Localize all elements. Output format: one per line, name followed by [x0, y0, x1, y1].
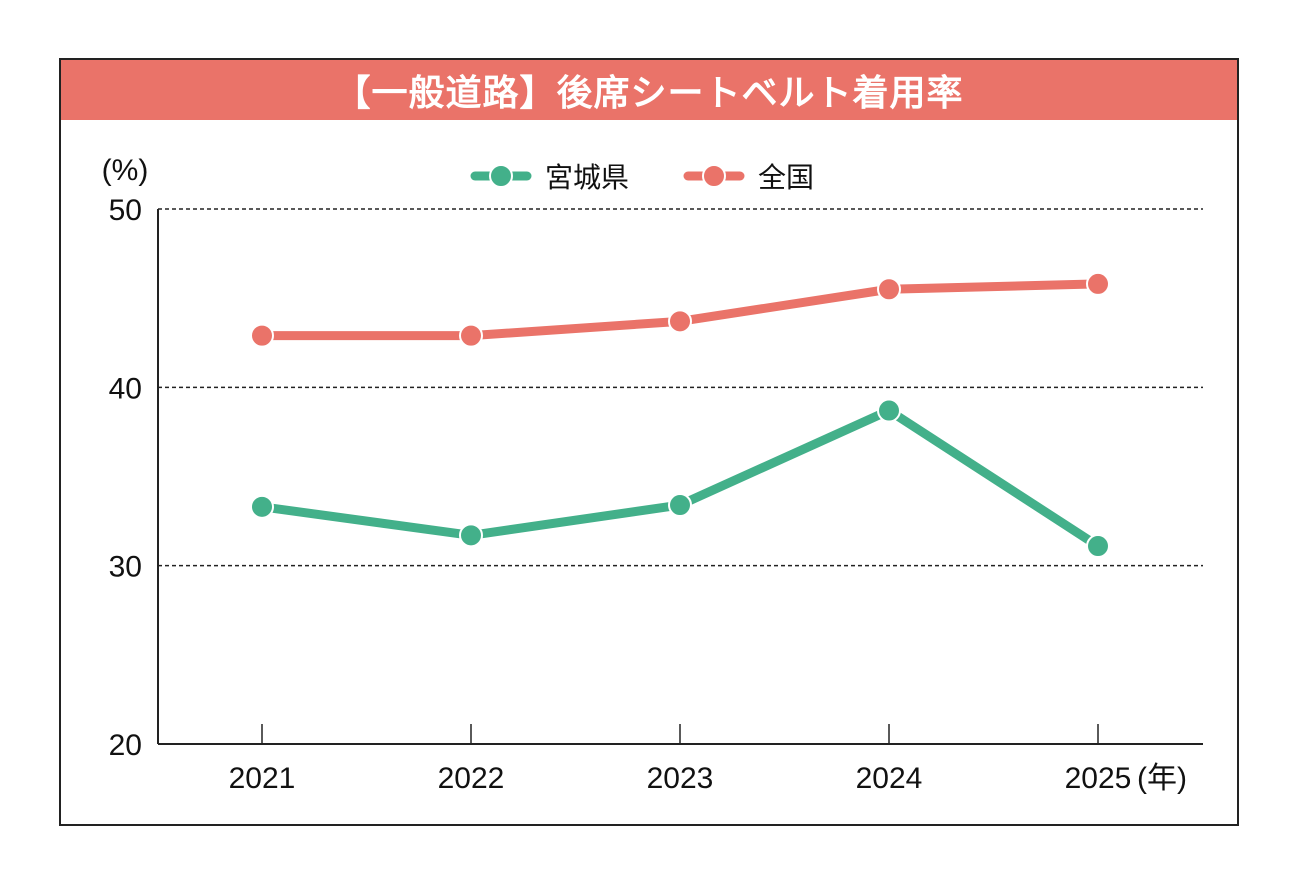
- chart-title: 【一般道路】後席シートベルト着用率: [334, 73, 964, 114]
- legend-item-miyagi: 宮城県: [470, 161, 629, 194]
- legend-label: 全国: [758, 161, 814, 194]
- data-point: [250, 494, 274, 519]
- chart-frame: 【一般道路】後席シートベルト着用率: [59, 58, 1239, 826]
- data-point: [877, 398, 901, 423]
- legend-marker-icon: [489, 164, 513, 188]
- series-miyagi: [250, 398, 1110, 559]
- y-tick-label: 50: [109, 194, 142, 227]
- data-point: [877, 277, 901, 302]
- x-axis-unit-label: (年): [1137, 762, 1187, 795]
- series-line: [261, 406, 1101, 550]
- x-tick-label: 2024: [856, 762, 923, 795]
- data-point: [1086, 534, 1110, 559]
- x-tick-label: 2023: [647, 762, 714, 795]
- y-tick-label: 40: [109, 372, 142, 405]
- data-point: [1086, 271, 1110, 296]
- x-tick-label: 2025: [1065, 762, 1132, 795]
- y-axis-label: (%): [102, 154, 149, 187]
- x-tick-label: 2022: [438, 762, 505, 795]
- data-point: [459, 523, 483, 548]
- title-bar: 【一般道路】後席シートベルト着用率: [61, 60, 1237, 120]
- x-tick-label: 2021: [229, 762, 296, 795]
- y-tick-label: 30: [109, 551, 142, 584]
- series-national: [250, 271, 1110, 348]
- data-point: [459, 323, 483, 348]
- y-tick-label: 20: [109, 729, 142, 762]
- legend-marker-icon: [702, 164, 726, 188]
- data-point: [250, 323, 274, 348]
- data-point: [668, 309, 692, 334]
- data-point: [668, 493, 692, 518]
- legend-item-national: 全国: [683, 161, 814, 194]
- legend-label: 宮城県: [545, 161, 629, 194]
